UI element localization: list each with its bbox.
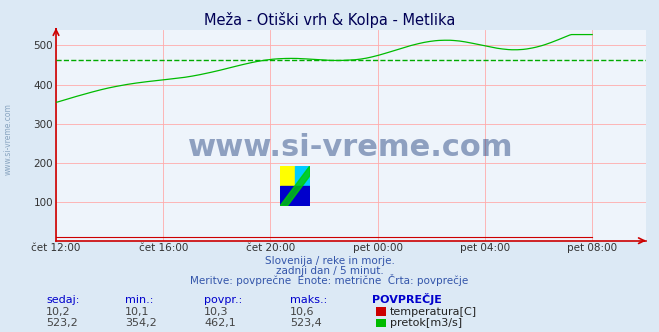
Text: povpr.:: povpr.: bbox=[204, 295, 243, 305]
Text: www.si-vreme.com: www.si-vreme.com bbox=[3, 104, 13, 175]
Bar bbox=[295, 166, 310, 186]
Text: min.:: min.: bbox=[125, 295, 154, 305]
Text: POVPREČJE: POVPREČJE bbox=[372, 293, 442, 305]
Text: 10,6: 10,6 bbox=[290, 307, 314, 317]
Text: 523,2: 523,2 bbox=[46, 318, 78, 328]
Text: Meža - Otiški vrh & Kolpa - Metlika: Meža - Otiški vrh & Kolpa - Metlika bbox=[204, 12, 455, 28]
Text: maks.:: maks.: bbox=[290, 295, 328, 305]
Text: 462,1: 462,1 bbox=[204, 318, 236, 328]
Text: Slovenija / reke in morje.: Slovenija / reke in morje. bbox=[264, 256, 395, 266]
Text: pretok[m3/s]: pretok[m3/s] bbox=[390, 318, 462, 328]
Polygon shape bbox=[280, 186, 310, 206]
Text: temperatura[C]: temperatura[C] bbox=[390, 307, 477, 317]
Bar bbox=[280, 166, 295, 186]
Text: 354,2: 354,2 bbox=[125, 318, 157, 328]
Text: Meritve: povprečne  Enote: metrične  Črta: povprečje: Meritve: povprečne Enote: metrične Črta:… bbox=[190, 274, 469, 286]
Polygon shape bbox=[280, 166, 310, 206]
Text: 10,1: 10,1 bbox=[125, 307, 150, 317]
Text: www.si-vreme.com: www.si-vreme.com bbox=[188, 133, 513, 162]
Text: zadnji dan / 5 minut.: zadnji dan / 5 minut. bbox=[275, 266, 384, 276]
Text: sedaj:: sedaj: bbox=[46, 295, 80, 305]
Text: 10,2: 10,2 bbox=[46, 307, 71, 317]
Text: 523,4: 523,4 bbox=[290, 318, 322, 328]
Text: 10,3: 10,3 bbox=[204, 307, 229, 317]
